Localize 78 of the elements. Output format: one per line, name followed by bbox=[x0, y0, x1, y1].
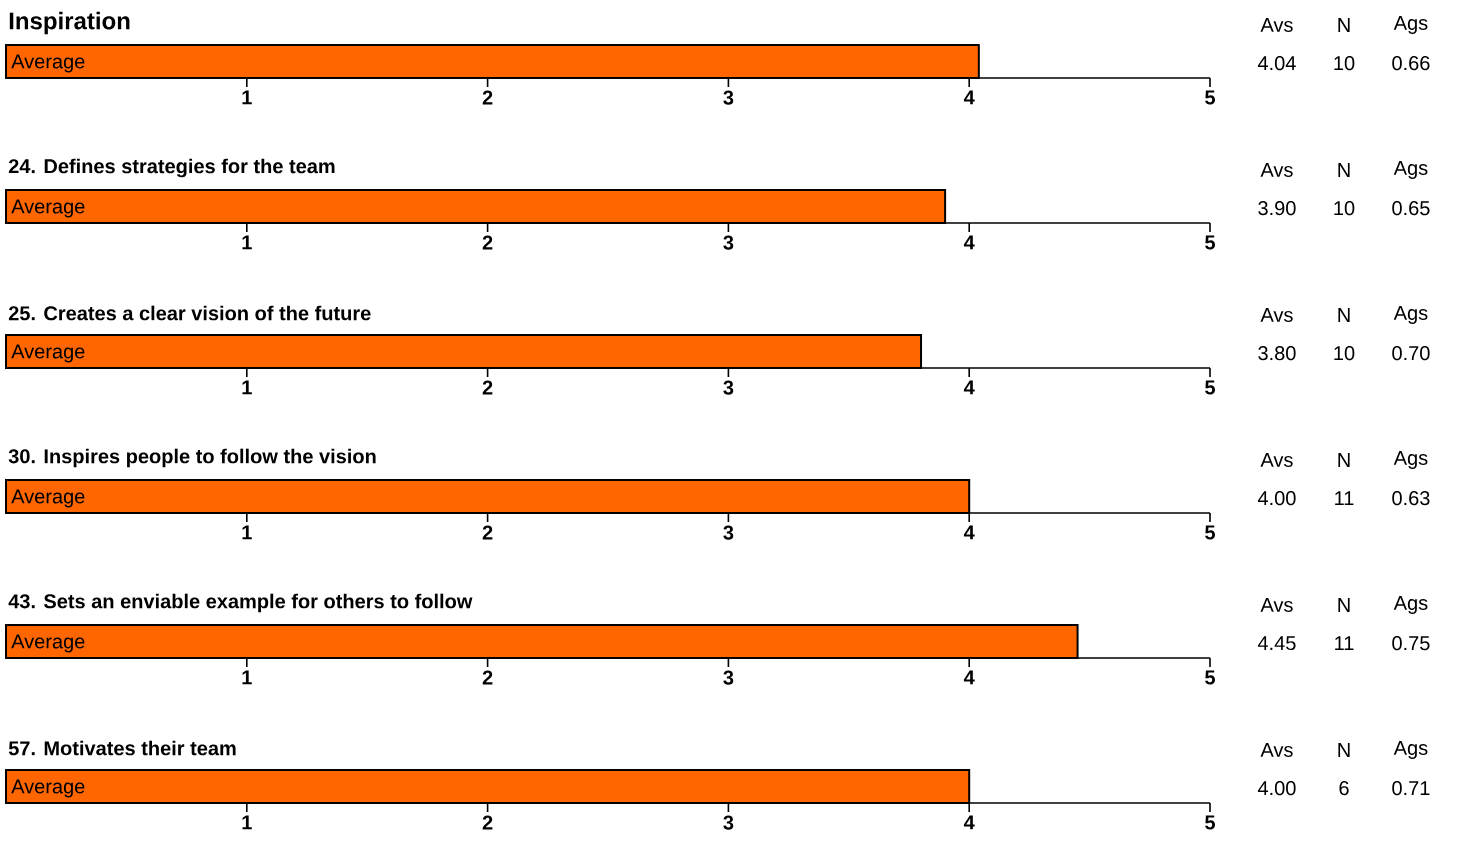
x-tick-label: 4 bbox=[963, 525, 975, 540]
text: Ags bbox=[1393, 741, 1428, 759]
chart-title: Inspiration bbox=[9, 11, 130, 35]
x-tick-label: 3 bbox=[723, 670, 734, 685]
text: 4.45 bbox=[1257, 636, 1296, 651]
text: Ags bbox=[1393, 451, 1428, 469]
text: Ags bbox=[1393, 596, 1428, 614]
text: Avs bbox=[1260, 598, 1293, 612]
text: 4.04 bbox=[1257, 56, 1296, 71]
text: 0.70 bbox=[1392, 346, 1430, 361]
chart-title: 57. Motivates their team bbox=[8, 740, 236, 756]
text: 10 bbox=[1334, 56, 1355, 71]
text: 4.00 bbox=[1257, 491, 1296, 506]
text: N bbox=[1338, 598, 1350, 612]
x-tick-label: 5 bbox=[1205, 90, 1216, 105]
y-tick-label: Average bbox=[11, 199, 85, 218]
text: 10 bbox=[1334, 201, 1355, 216]
text: 0.63 bbox=[1392, 491, 1430, 506]
x-tick-label: 1 bbox=[242, 525, 252, 540]
chart-title: 30. Inspires people to follow the vision bbox=[8, 448, 376, 468]
chart-title: 25. Creates a clear vision of the future bbox=[8, 305, 371, 321]
x-tick-label: 4 bbox=[963, 815, 975, 830]
x-tick-label: 5 bbox=[1205, 670, 1216, 685]
text: 0.75 bbox=[1392, 636, 1430, 651]
y-tick-label: Average bbox=[11, 54, 85, 73]
text: N bbox=[1338, 453, 1350, 467]
x-tick-label: 2 bbox=[482, 235, 493, 250]
x-tick-label: 5 bbox=[1205, 815, 1216, 830]
x-tick-label: 2 bbox=[482, 670, 493, 685]
x-tick-label: 1 bbox=[242, 380, 252, 395]
text: 0.71 bbox=[1392, 781, 1430, 796]
y-tick-label: Average bbox=[11, 344, 85, 363]
x-tick-label: 4 bbox=[963, 235, 975, 250]
x-tick-label: 4 bbox=[963, 670, 975, 685]
text: Ags bbox=[1393, 16, 1428, 34]
x-tick-label: 2 bbox=[482, 380, 493, 395]
x-tick-label: 4 bbox=[963, 380, 975, 395]
chart-title: 43. Sets an enviable example for others to follow bbox=[8, 593, 473, 613]
text: 11 bbox=[1335, 491, 1354, 506]
y-tick-label: Average bbox=[11, 779, 85, 798]
x-tick-label: 2 bbox=[482, 90, 493, 105]
x-tick-label: 5 bbox=[1205, 235, 1216, 250]
x-tick-label: 3 bbox=[723, 815, 734, 830]
y-tick-label: Average bbox=[11, 634, 85, 653]
x-tick-label: 1 bbox=[242, 235, 252, 250]
text: Avs bbox=[1260, 163, 1293, 177]
text: 6 bbox=[1339, 781, 1349, 796]
chart-title: 24. Defines strategies for the team bbox=[8, 158, 335, 178]
text: 0.65 bbox=[1392, 201, 1430, 216]
x-tick-label: 4 bbox=[963, 90, 975, 105]
text: Ags bbox=[1393, 161, 1428, 179]
text: 3.80 bbox=[1258, 346, 1296, 361]
text: Avs bbox=[1260, 743, 1293, 757]
text: 11 bbox=[1335, 636, 1354, 651]
text: N bbox=[1338, 163, 1350, 177]
x-tick-label: 1 bbox=[242, 90, 252, 105]
text: 4.00 bbox=[1257, 781, 1296, 796]
x-tick-label: 1 bbox=[242, 670, 252, 685]
text: N bbox=[1338, 18, 1350, 32]
text: N bbox=[1338, 308, 1350, 322]
text: 3.90 bbox=[1258, 201, 1296, 216]
x-tick-label: 3 bbox=[723, 380, 734, 395]
x-tick-label: 2 bbox=[482, 525, 493, 540]
text: 0.66 bbox=[1392, 56, 1430, 71]
x-tick-label: 3 bbox=[723, 525, 734, 540]
text: Avs bbox=[1260, 18, 1293, 32]
x-tick-label: 2 bbox=[482, 815, 493, 830]
x-tick-label: 5 bbox=[1205, 380, 1216, 395]
x-tick-label: 3 bbox=[723, 90, 734, 105]
text: 10 bbox=[1334, 346, 1355, 361]
x-tick-label: 1 bbox=[242, 815, 252, 830]
text: Ags bbox=[1393, 306, 1428, 324]
text: Avs bbox=[1260, 453, 1293, 467]
x-tick-label: 3 bbox=[723, 235, 734, 250]
text: Avs bbox=[1260, 308, 1293, 322]
y-tick-label: Average bbox=[11, 489, 85, 508]
x-tick-label: 5 bbox=[1205, 525, 1216, 540]
text: N bbox=[1338, 743, 1350, 757]
